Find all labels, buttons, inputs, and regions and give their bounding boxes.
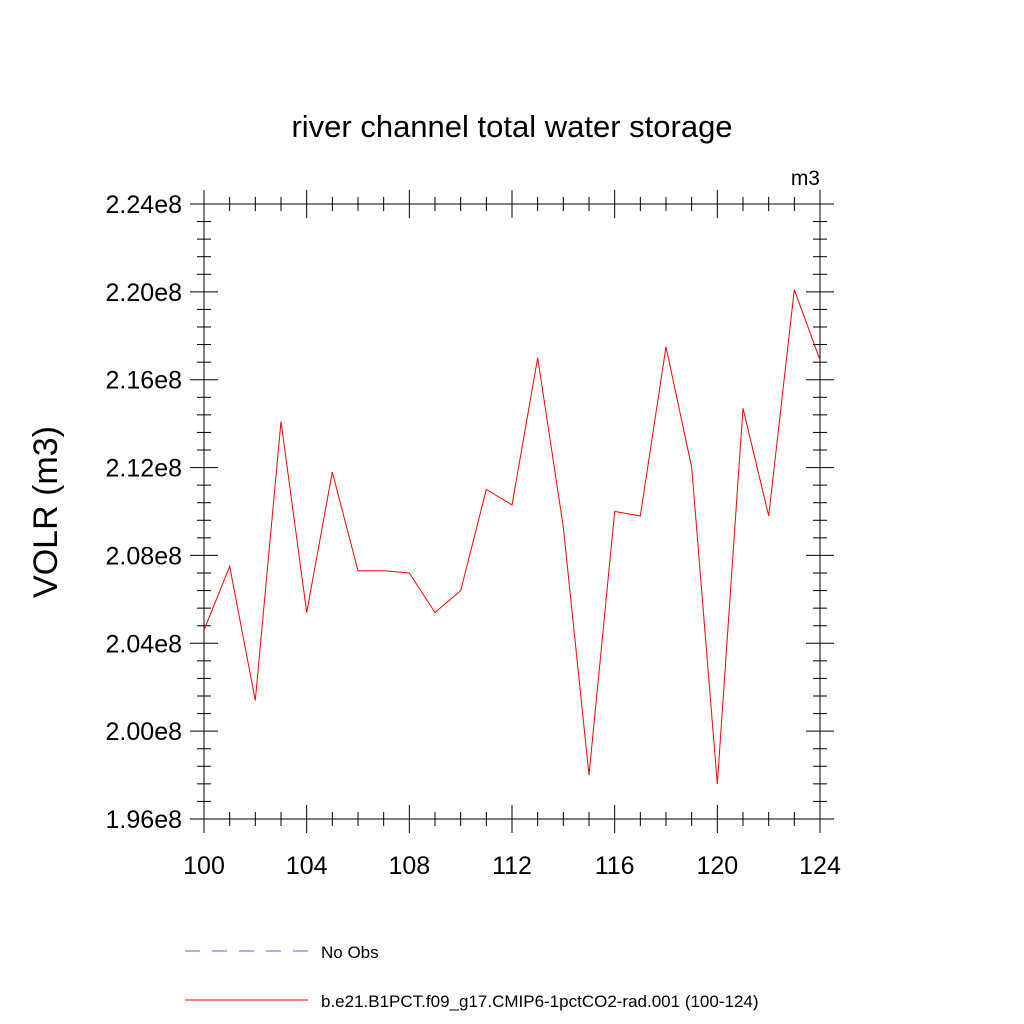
y-axis-ticks: 1.96e8 2.00e8 2.04e8 2.08e8 2.12e8 2.16e8 2.20… xyxy=(106,191,834,834)
x-tick-label: 104 xyxy=(286,852,328,880)
legend-label: b.e21.B1PCT.f09_g17.CMIP6-1pctCO2-rad.00… xyxy=(321,992,759,1011)
y-tick-label: 2.08e8 xyxy=(106,542,182,570)
minor-ticks xyxy=(197,197,827,826)
x-tick-label: 108 xyxy=(388,852,430,880)
y-tick-label: 2.24e8 xyxy=(106,191,182,219)
x-tick-label: 124 xyxy=(799,852,841,880)
y-tick-label: 2.04e8 xyxy=(106,630,182,658)
x-tick-label: 120 xyxy=(696,852,738,880)
y-axis-label: VOLR (m3) xyxy=(27,426,65,598)
chart-title: river channel total water storage xyxy=(291,109,732,144)
units-label: m3 xyxy=(791,167,820,190)
x-tick-label: 100 xyxy=(183,852,225,880)
x-tick-label: 112 xyxy=(492,852,532,880)
y-tick-label: 1.96e8 xyxy=(106,806,182,834)
series-line xyxy=(203,289,821,784)
y-tick-label: 2.20e8 xyxy=(106,279,182,307)
y-tick-label: 2.00e8 xyxy=(106,718,182,746)
legend: No Obs b.e21.B1PCT.f09_g17.CMIP6-1pctCO2-… xyxy=(185,943,759,1011)
legend-label: No Obs xyxy=(321,943,379,962)
y-tick-label: 2.16e8 xyxy=(106,367,182,395)
x-axis-ticks: 100 104 108 112 116 120 124 xyxy=(183,190,841,880)
x-tick-label: 116 xyxy=(595,852,635,880)
plot-frame xyxy=(203,203,821,820)
series-layer xyxy=(203,289,821,784)
y-tick-label: 2.12e8 xyxy=(106,455,182,483)
